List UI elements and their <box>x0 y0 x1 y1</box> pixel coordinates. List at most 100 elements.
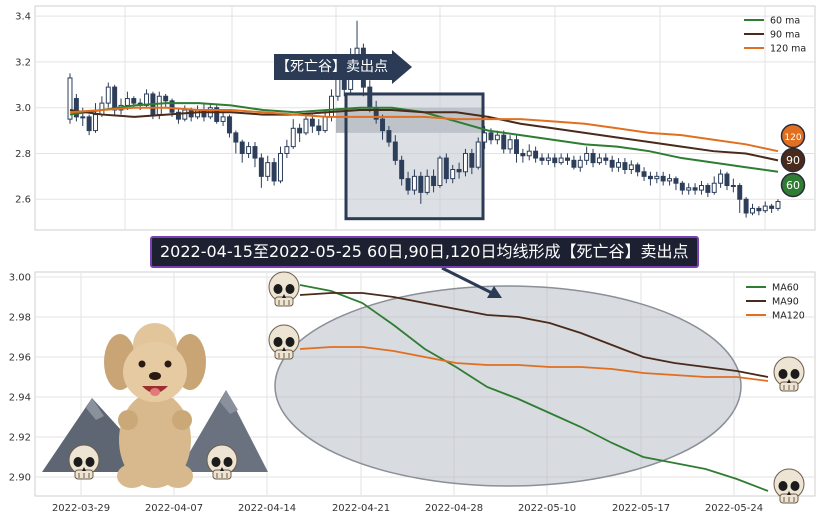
highlight-box <box>344 92 485 221</box>
candle <box>647 171 653 186</box>
moving-average-lines <box>69 102 779 173</box>
candle <box>67 73 73 124</box>
candle <box>246 142 252 159</box>
candle <box>679 180 685 195</box>
candle <box>609 155 615 172</box>
candle <box>552 153 558 168</box>
x-tick-label: 2022-04-28 <box>425 503 483 514</box>
candle <box>775 199 781 211</box>
candle <box>558 153 564 165</box>
candle <box>380 114 386 140</box>
candle <box>520 148 526 163</box>
badge-label: 120 <box>784 133 801 143</box>
badge-60: 60 <box>780 172 806 198</box>
candle <box>705 183 711 197</box>
x-tick-label: 2022-04-07 <box>145 503 203 514</box>
candle <box>443 153 449 184</box>
top-grid <box>36 7 814 229</box>
candle <box>73 93 79 122</box>
x-tick-label: 2022-05-10 <box>518 503 576 514</box>
candle <box>303 114 309 136</box>
bottom-y-axis: 2.90 2.92 2.94 2.96 2.98 3.00 <box>9 273 31 484</box>
candle <box>526 144 532 161</box>
candle <box>660 171 666 186</box>
candle <box>475 137 481 170</box>
candle <box>214 105 220 124</box>
moving-average-lines-zoom <box>299 284 769 492</box>
candle <box>309 114 315 133</box>
candle <box>737 183 743 213</box>
y-tick-label: 2.8 <box>15 149 31 160</box>
candle <box>239 139 245 163</box>
candle <box>718 169 724 188</box>
y-tick-label: 3.00 <box>9 273 31 284</box>
candle <box>399 155 405 186</box>
candle <box>431 169 437 193</box>
candle <box>507 135 513 154</box>
candle <box>220 112 226 127</box>
candle <box>539 153 545 165</box>
x-tick-label: 2022-05-24 <box>705 503 763 514</box>
candle <box>258 153 264 188</box>
candle <box>450 164 456 184</box>
candle <box>163 93 169 108</box>
candle <box>750 203 755 216</box>
candle <box>730 178 736 193</box>
candle <box>654 171 660 184</box>
pointer-arrow-icon <box>441 266 502 298</box>
bottom-legend: MA60 MA90 MA120 <box>746 283 805 322</box>
candle <box>571 155 577 170</box>
top-y-axis: 2.6 2.8 3.0 3.2 3.4 <box>15 12 31 206</box>
candle <box>756 206 762 216</box>
badge-label: 90 <box>786 154 800 167</box>
candle <box>692 183 698 195</box>
candle <box>271 158 277 186</box>
candle <box>769 203 775 213</box>
death-valley-box <box>336 92 485 221</box>
candle <box>565 153 570 165</box>
ma-line-MA120 <box>299 346 769 382</box>
arrow-right-icon <box>274 50 412 84</box>
ma-line-120-ma <box>69 106 779 153</box>
sell-point-label: 【死亡谷】卖出点 <box>276 59 388 75</box>
candle <box>622 158 628 175</box>
candle <box>603 153 609 165</box>
summary-banner: 2022-04-15至2022-05-25 60日,90日,120日均线形成【死… <box>150 236 699 268</box>
x-tick-label: 2022-04-21 <box>332 503 390 514</box>
y-tick-label: 3.0 <box>15 103 31 114</box>
y-tick-label: 2.98 <box>9 313 31 324</box>
candle <box>297 123 303 143</box>
y-tick-label: 2.94 <box>9 393 31 404</box>
candle <box>226 114 232 138</box>
badge-90: 90 <box>780 147 806 173</box>
candle <box>437 155 443 188</box>
candle <box>724 171 730 191</box>
candle <box>469 148 475 175</box>
badge-label: 60 <box>786 179 800 192</box>
candle <box>577 155 583 172</box>
x-tick-label: 2022-05-17 <box>612 503 670 514</box>
x-tick-label: 2022-03-29 <box>52 503 110 514</box>
legend-label: MA90 <box>772 297 799 308</box>
ma-line-MA60 <box>299 284 769 492</box>
candle <box>411 169 417 195</box>
y-tick-label: 3.2 <box>15 57 31 68</box>
candle <box>265 155 271 181</box>
candle <box>628 160 634 175</box>
candle <box>667 174 673 186</box>
candle <box>590 148 596 168</box>
candle <box>635 162 641 177</box>
candle <box>545 153 551 165</box>
legend-label: 90 ma <box>770 30 800 41</box>
y-tick-label: 2.96 <box>9 353 31 364</box>
candle <box>641 167 647 181</box>
candle <box>405 171 411 195</box>
legend-label: 60 ma <box>770 16 800 27</box>
candle <box>743 196 749 218</box>
badge-120: 120 <box>780 123 806 149</box>
legend-label: MA120 <box>772 311 805 322</box>
candle <box>456 162 462 179</box>
candle <box>233 130 239 154</box>
top-legend: 60 ma 90 ma 120 ma <box>744 16 806 55</box>
candle <box>252 142 258 168</box>
